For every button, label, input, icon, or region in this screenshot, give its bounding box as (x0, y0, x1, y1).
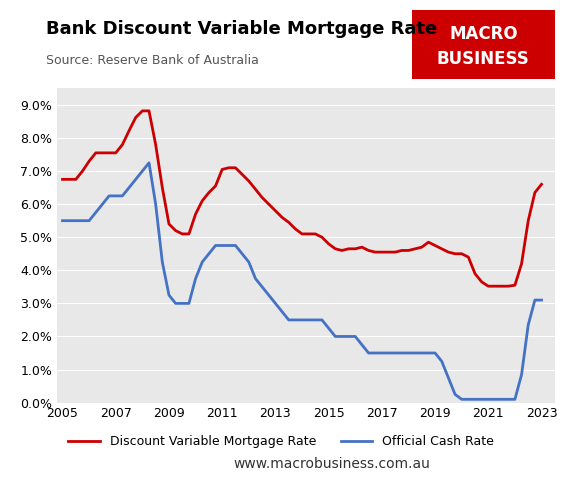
Text: BUSINESS: BUSINESS (437, 50, 530, 68)
Text: MACRO: MACRO (449, 25, 518, 43)
Text: Source: Reserve Bank of Australia: Source: Reserve Bank of Australia (46, 54, 259, 67)
Text: www.macrobusiness.com.au: www.macrobusiness.com.au (233, 457, 430, 471)
Text: Bank Discount Variable Mortgage Rate: Bank Discount Variable Mortgage Rate (46, 20, 437, 38)
Legend: Discount Variable Mortgage Rate, Official Cash Rate: Discount Variable Mortgage Rate, Officia… (63, 430, 499, 453)
